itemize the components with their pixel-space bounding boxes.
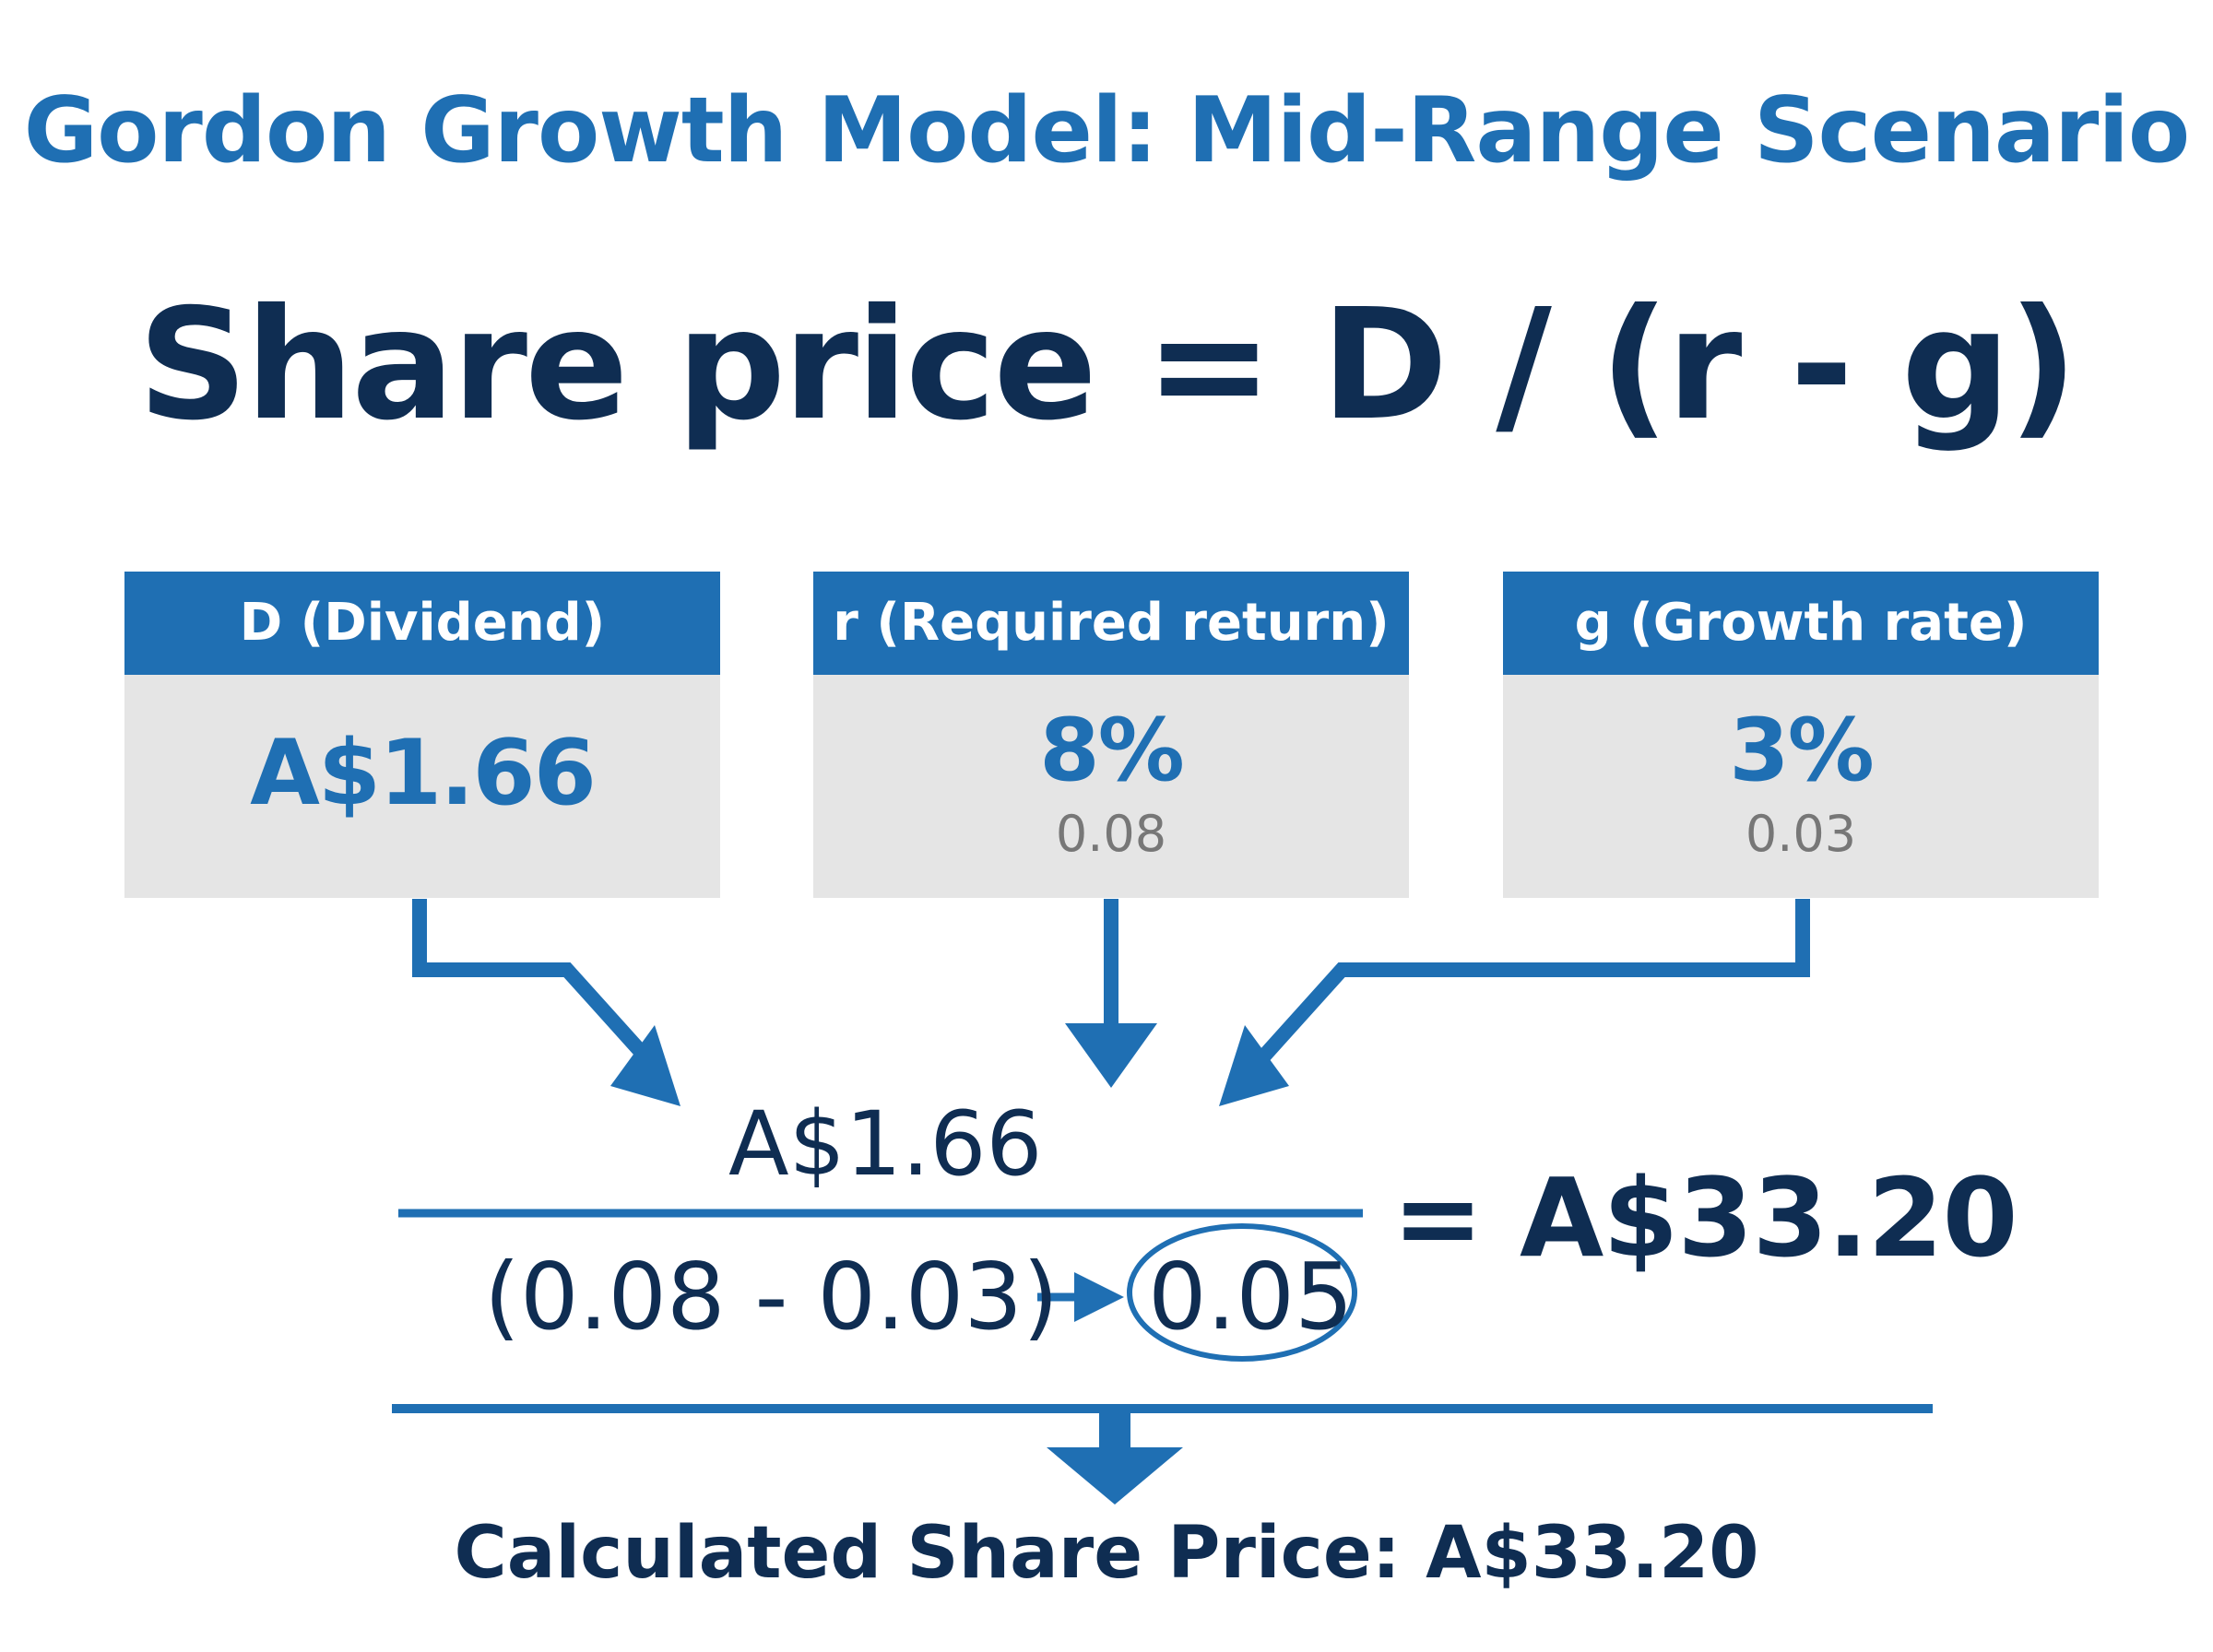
final-arrow-stem	[1099, 1409, 1130, 1453]
dividend-arrowhead	[610, 1025, 680, 1106]
required-return-arrowhead	[1065, 1023, 1157, 1088]
growth-rate-value: 3%	[1729, 701, 1875, 801]
diagram-title: Gordon Growth Model: Mid-Range Scenario	[23, 78, 2191, 183]
growth-rate-decimal: 0.03	[1745, 805, 1857, 863]
denominator-highlight	[1127, 1223, 1357, 1362]
required-return-label: r (Required return)	[813, 572, 1409, 675]
calculated-share-price: Calculated Share Price: A$33.20	[454, 1512, 1759, 1595]
dividend-connector	[412, 899, 656, 1068]
required-return-card: r (Required return) 8% 0.08	[813, 572, 1409, 898]
final-arrowhead	[1047, 1447, 1183, 1504]
growth-rate-card: g (Growth rate) 3% 0.03	[1503, 572, 2099, 898]
dividend-label: D (Dividend)	[124, 572, 720, 675]
dividend-card: D (Dividend) A$1.66	[124, 572, 720, 898]
required-return-value: 8%	[1039, 701, 1185, 801]
growth-rate-arrowhead	[1219, 1025, 1289, 1106]
growth-rate-label: g (Growth rate)	[1503, 572, 2099, 675]
required-return-decimal: 0.08	[1055, 805, 1167, 863]
denominator-result: 0.05	[1148, 1243, 1354, 1351]
result-value: = A$33.20	[1392, 1154, 2018, 1281]
dividend-value: A$1.66	[250, 721, 597, 826]
growth-rate-connector	[1253, 899, 1810, 1068]
numerator: A$1.66	[728, 1092, 1043, 1196]
denominator-expression: (0.08 - 0.03)	[484, 1243, 1059, 1351]
formula-heading: Share price = D / (r - g)	[137, 277, 2077, 454]
